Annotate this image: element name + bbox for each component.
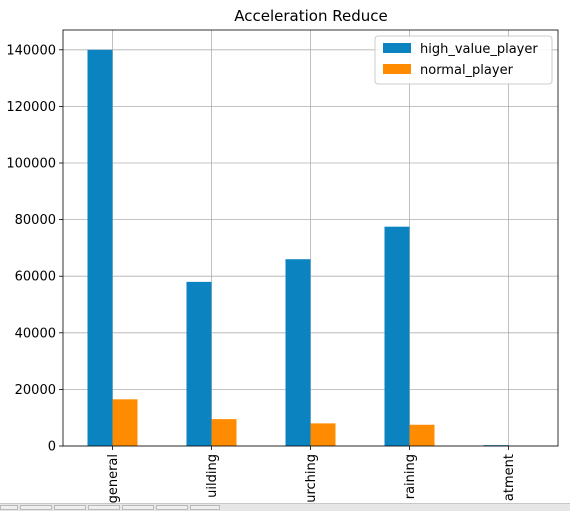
bars (87, 49, 509, 447)
legend-swatch (383, 43, 411, 53)
bar-high_value_player-general (87, 49, 113, 447)
x-tick-label: raining (403, 454, 418, 499)
bar-high_value_player-raining (384, 226, 410, 446)
y-tick-label: 0 (48, 440, 56, 455)
legend-label: high_value_player (420, 42, 538, 57)
bar-normal_player-uilding (211, 419, 237, 446)
bottom-strip-segment (20, 505, 52, 510)
bottom-strip-segment (88, 505, 120, 510)
y-tick-label: 60000 (15, 270, 56, 285)
legend: high_value_player normal_player (374, 35, 553, 85)
y-tick-label: 100000 (6, 157, 56, 172)
bottom-strip-segment (122, 505, 154, 510)
bottom-strip-segment (0, 505, 18, 510)
bar-normal_player-urching (310, 423, 336, 446)
bar-normal_player-general (112, 399, 138, 446)
bottom-strip-segment (156, 505, 188, 510)
legend-label: normal_player (420, 63, 514, 78)
y-tick-label: 120000 (6, 100, 56, 115)
legend-swatch (383, 64, 411, 74)
y-tick-label: 40000 (15, 326, 56, 341)
y-tick-label: 80000 (15, 213, 56, 228)
y-tick-label: 20000 (15, 383, 56, 398)
x-tick-label: urching (304, 454, 319, 503)
bar-high_value_player-urching (285, 259, 311, 446)
x-tick-label: general (106, 454, 121, 503)
x-tick-label: atment (502, 454, 517, 501)
bar-high_value_player-atment (483, 445, 509, 446)
x-tick-label: uilding (205, 454, 220, 498)
y-tick-label: 140000 (6, 43, 56, 58)
x-axis-ticks: general uilding urching raining atment (106, 446, 517, 503)
bottom-strip-segment (54, 505, 86, 510)
bar-normal_player-raining (409, 424, 435, 446)
chart-title: Acceleration Reduce (234, 7, 387, 25)
y-axis-ticks: 0 20000 40000 60000 80000 100000 120000 140000 (6, 43, 63, 455)
bottom-strip-segment (190, 505, 220, 510)
legend-box (374, 35, 553, 85)
bar-high_value_player-uilding (186, 281, 212, 446)
